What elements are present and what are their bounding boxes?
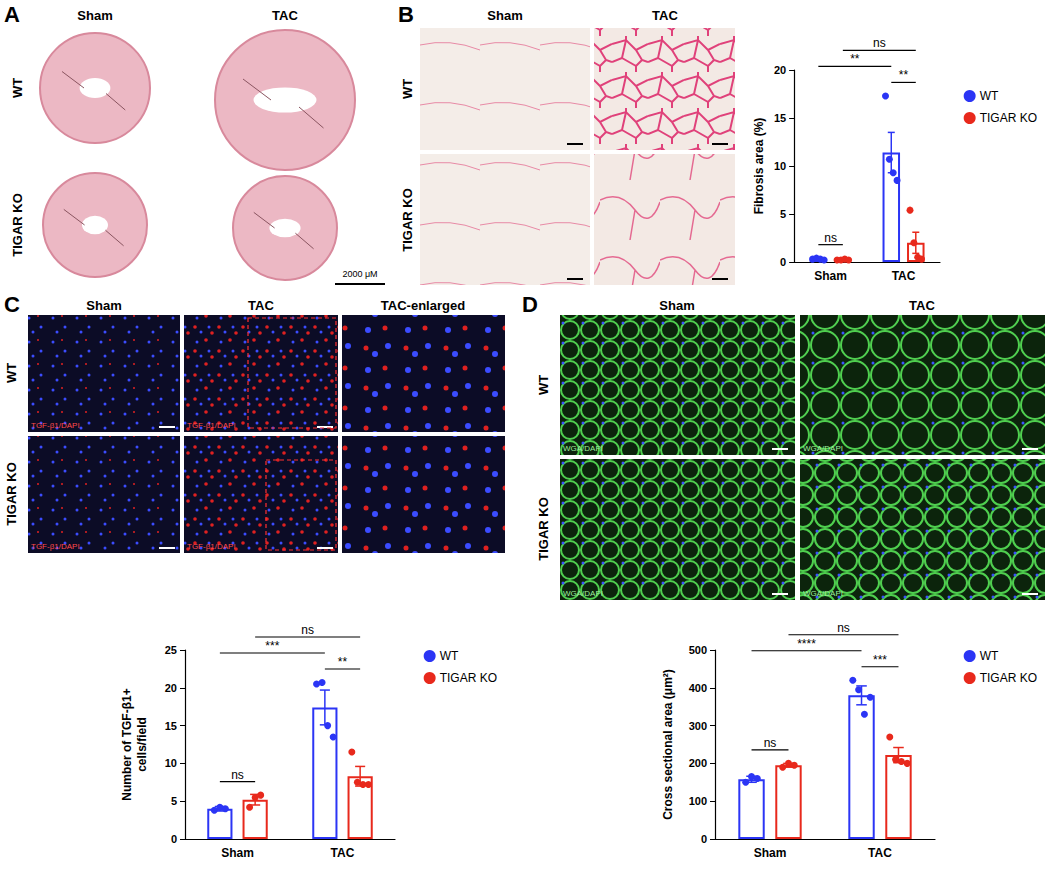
svg-text:5: 5 [780,208,786,220]
svg-text:WT: WT [440,649,459,663]
svg-text:Sham: Sham [487,8,522,23]
svg-text:TIGAR KO: TIGAR KO [980,111,1037,125]
svg-text:WT: WT [400,79,415,99]
svg-text:Sham: Sham [659,298,694,313]
svg-text:TAC: TAC [652,8,678,23]
svg-text:**: ** [850,52,860,66]
svg-text:TIGAR KO: TIGAR KO [536,497,551,561]
svg-text:Sham: Sham [77,8,112,23]
svg-text:TIGAR KO: TIGAR KO [980,671,1037,685]
svg-text:****: **** [797,637,816,651]
svg-text:D: D [522,292,538,317]
svg-text:WGA/DAPI: WGA/DAPI [563,444,603,453]
svg-text:WGA/DAPI: WGA/DAPI [803,444,843,453]
svg-text:300: 300 [689,720,707,732]
svg-text:0: 0 [780,256,786,268]
svg-text:ns: ns [873,36,886,50]
svg-text:100: 100 [689,795,707,807]
svg-text:TIGAR KO: TIGAR KO [10,193,25,257]
svg-text:cells/field: cells/field [135,717,149,772]
svg-text:Sham: Sham [86,298,121,313]
svg-text:TAC: TAC [272,8,298,23]
svg-text:Sham: Sham [754,846,787,860]
svg-text:Cross sectional area (μm²): Cross sectional area (μm²) [661,669,675,820]
svg-text:0: 0 [701,833,707,845]
svg-text:500: 500 [689,644,707,656]
svg-text:ns: ns [764,736,777,750]
svg-text:200: 200 [689,757,707,769]
svg-text:TGF-β1/DAPI: TGF-β1/DAPI [31,542,80,551]
svg-text:10: 10 [165,757,177,769]
svg-text:Sham: Sham [221,846,254,860]
svg-text:TGF-β1/DAPI: TGF-β1/DAPI [187,421,236,430]
svg-text:WT: WT [980,649,999,663]
svg-text:WT: WT [10,78,25,98]
svg-text:TAC: TAC [868,846,892,860]
svg-text:WT: WT [980,89,999,103]
svg-text:WT: WT [536,375,551,395]
svg-text:C: C [4,292,20,317]
svg-text:15: 15 [165,720,177,732]
svg-text:B: B [398,2,414,27]
svg-text:TAC: TAC [909,298,935,313]
svg-text:**: ** [338,655,348,669]
svg-text:TAC: TAC [248,298,274,313]
svg-text:WT: WT [4,363,19,383]
svg-text:20: 20 [165,682,177,694]
svg-text:ns: ns [824,231,837,245]
svg-text:ns: ns [837,621,850,635]
svg-text:ns: ns [231,768,244,782]
svg-text:TIGAR KO: TIGAR KO [400,188,415,252]
svg-text:400: 400 [689,682,707,694]
svg-text:ns: ns [301,623,314,637]
svg-text:Sham: Sham [814,269,847,283]
svg-text:TIGAR KO: TIGAR KO [440,671,497,685]
svg-text:2000 μM: 2000 μM [342,269,377,279]
svg-text:WGA/DAPI: WGA/DAPI [803,589,843,598]
svg-text:Fibrosis area (%): Fibrosis area (%) [752,118,766,215]
svg-text:**: ** [899,68,909,82]
svg-text:0: 0 [171,833,177,845]
svg-text:TAC: TAC [892,269,916,283]
svg-text:25: 25 [165,644,177,656]
svg-text:***: *** [873,653,887,667]
svg-text:TAC-enlarged: TAC-enlarged [381,298,465,313]
svg-text:WGA/DAPI: WGA/DAPI [563,589,603,598]
svg-text:5: 5 [171,795,177,807]
svg-text:20: 20 [774,64,786,76]
svg-text:Number of TGF-β1+: Number of TGF-β1+ [120,688,134,800]
svg-text:15: 15 [774,112,786,124]
svg-text:A: A [4,2,20,27]
svg-text:TAC: TAC [331,846,355,860]
svg-text:10: 10 [774,160,786,172]
svg-text:***: *** [265,639,279,653]
svg-text:TIGAR KO: TIGAR KO [4,462,19,526]
svg-text:TGF-β1/DAPI: TGF-β1/DAPI [187,542,236,551]
svg-text:TGF-β1/DAPI: TGF-β1/DAPI [31,421,80,430]
